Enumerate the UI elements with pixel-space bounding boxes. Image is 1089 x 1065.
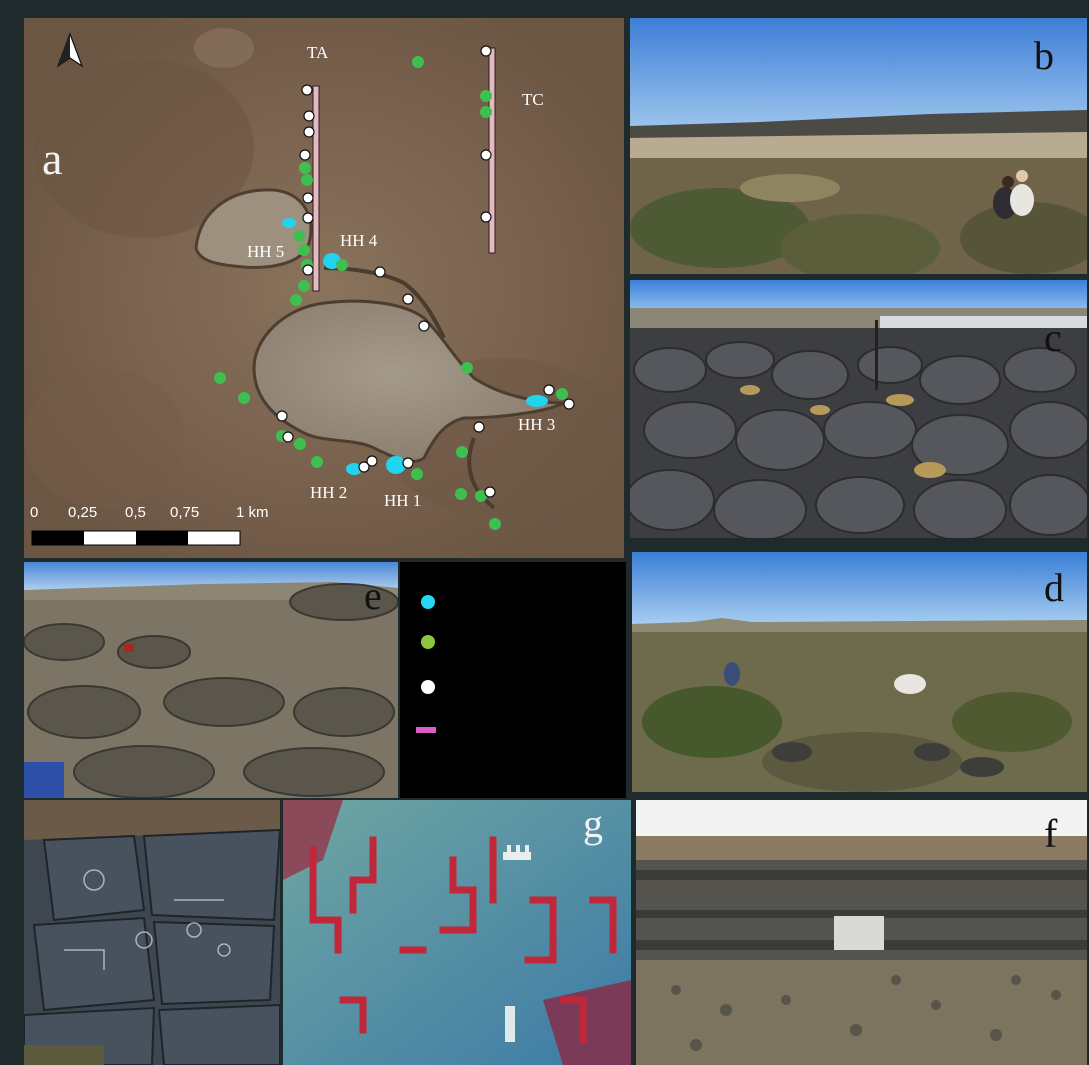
site-hh2-marker bbox=[346, 463, 362, 475]
panel-label-d: d bbox=[1044, 565, 1064, 610]
panel-label-f: f bbox=[1044, 811, 1058, 856]
transect-tc bbox=[488, 47, 496, 254]
scale-tick-0: 0 bbox=[30, 504, 39, 521]
legend-cyan-dot-icon bbox=[421, 595, 435, 609]
map-panel: a TA TC HH 5 HH 4 HH 3 HH 2 HH 1 0 0,25 … bbox=[24, 18, 624, 558]
map-legend bbox=[400, 562, 626, 798]
photo-panel-d: d bbox=[632, 552, 1087, 792]
legend-green-dot-icon bbox=[421, 635, 435, 649]
scale-tick-2: 0,5 bbox=[125, 504, 146, 521]
site-label-hh2: HH 2 bbox=[310, 483, 348, 502]
north-arrow-icon bbox=[56, 32, 84, 68]
transect-ta bbox=[312, 85, 320, 292]
panel-label-e: e bbox=[364, 573, 382, 618]
transect-label-tc: TC bbox=[522, 90, 544, 109]
panel-label-a: a bbox=[42, 133, 63, 184]
site-hh3-marker bbox=[526, 395, 548, 407]
lagoon bbox=[252, 299, 565, 463]
site-label-hh1: HH 1 bbox=[384, 491, 422, 510]
site-label-hh5: HH 5 bbox=[247, 242, 285, 261]
site-hh5-marker bbox=[282, 218, 296, 228]
white-dots bbox=[276, 45, 575, 498]
site-label-hh4: HH 4 bbox=[340, 231, 378, 250]
transect-label-ta: TA bbox=[307, 43, 329, 62]
photo-panel-petroglyph bbox=[24, 800, 280, 1065]
panel-label-c: c bbox=[1044, 315, 1062, 360]
site-hh1-marker bbox=[386, 456, 406, 474]
scale-bar bbox=[31, 530, 241, 546]
scale-tick-1: 0,25 bbox=[68, 504, 98, 521]
panel-label-b: b bbox=[1034, 33, 1054, 78]
map-overlays bbox=[31, 32, 575, 546]
photo-panel-c: c bbox=[630, 280, 1087, 538]
site-label-hh3: HH 3 bbox=[518, 415, 556, 434]
photo-panel-f: f bbox=[636, 800, 1087, 1065]
legend-white-dot-icon bbox=[421, 680, 435, 694]
legend-transect-bar-icon bbox=[416, 727, 436, 733]
scale-tick-labels: 0 0,25 0,5 0,75 1 km bbox=[30, 504, 300, 524]
photo-panel-b: b bbox=[630, 18, 1087, 274]
site-cyan-group bbox=[282, 218, 548, 475]
photo-panel-e: e bbox=[24, 562, 398, 798]
crater-basin bbox=[194, 188, 313, 269]
scale-tick-4: 1 km bbox=[236, 504, 269, 521]
photo-panel-g: g bbox=[283, 800, 631, 1065]
panel-label-g: g bbox=[583, 801, 603, 846]
scale-tick-3: 0,75 bbox=[170, 504, 200, 521]
